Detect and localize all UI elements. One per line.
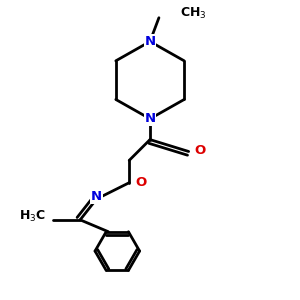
Text: CH$_3$: CH$_3$ bbox=[180, 6, 206, 21]
Text: O: O bbox=[194, 143, 206, 157]
Text: N: N bbox=[91, 190, 102, 203]
Text: N: N bbox=[144, 35, 156, 48]
Text: H$_3$C: H$_3$C bbox=[19, 209, 46, 224]
Text: N: N bbox=[144, 112, 156, 125]
Text: O: O bbox=[136, 176, 147, 189]
